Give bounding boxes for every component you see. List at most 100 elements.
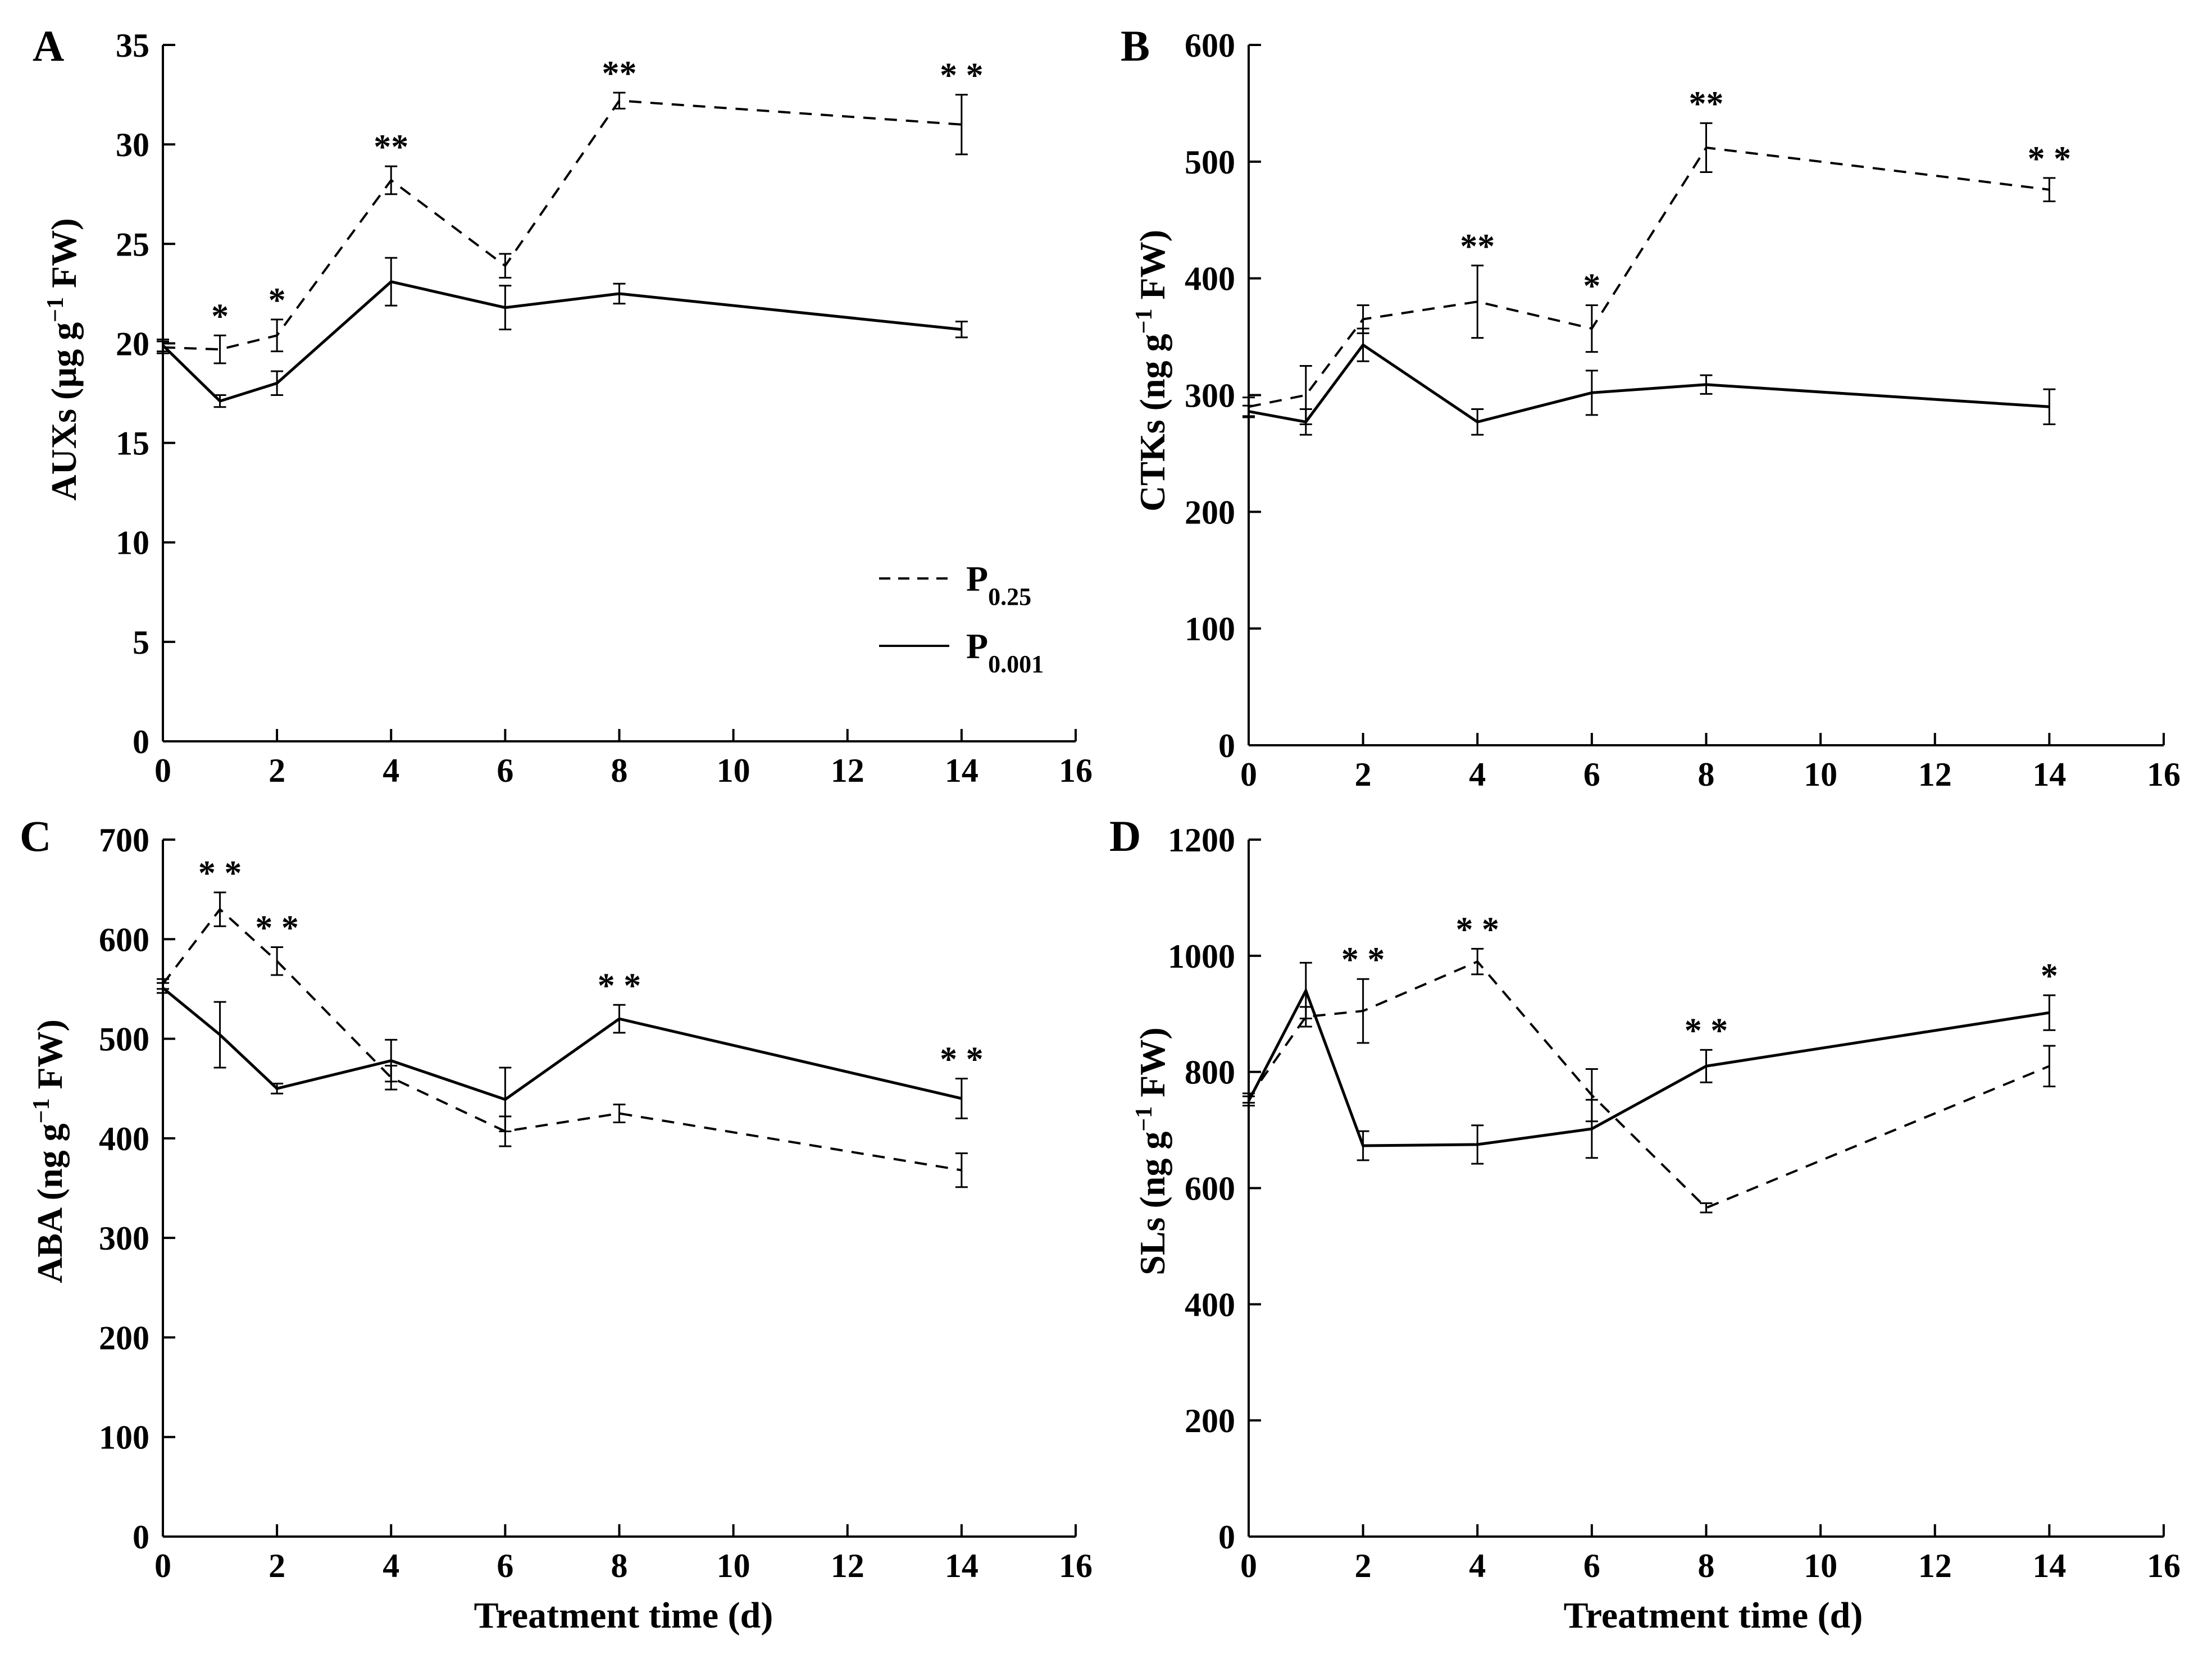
y-axis-label-d: SLs (ng g−1 FW) <box>1131 1027 1172 1275</box>
x-axis-label-c: Treatment time (d) <box>474 1595 773 1636</box>
panel-b: B CTKs (ng g−1 FW) 0 2 4 6 8 10 12 14 16 0 100 200 3… <box>1121 21 2181 793</box>
x-tick-label-b: 10 <box>1804 756 1837 793</box>
y-tick-label-d: 400 <box>1185 1286 1235 1323</box>
x-tick-label-b: 16 <box>2147 756 2181 793</box>
y-tick-label-c: 100 <box>99 1419 149 1456</box>
significance-marker-d: * * <box>1685 1011 1728 1050</box>
y-tick-label-a: 0 <box>133 723 149 760</box>
panel-letter-a: A <box>33 21 64 70</box>
y-tick-label-c: 500 <box>99 1021 149 1058</box>
significance-marker-c: * * <box>598 967 641 1005</box>
y-tick-label-a: 15 <box>116 425 149 462</box>
x-tick-label-a: 16 <box>1059 752 1093 789</box>
y-tick-label-d: 600 <box>1185 1170 1235 1207</box>
y-tick-label-c: 700 <box>99 822 149 859</box>
y-tick-label-d: 1000 <box>1168 938 1235 975</box>
x-tick-label-c: 12 <box>831 1547 864 1584</box>
x-tick-label-b: 12 <box>1918 756 1952 793</box>
x-tick-label-c: 6 <box>497 1547 513 1584</box>
significance-marker-a: * <box>268 281 286 320</box>
x-tick-label-c: 14 <box>945 1547 978 1584</box>
x-tick-label-b: 4 <box>1469 756 1486 793</box>
significance-marker-a: * <box>211 297 229 335</box>
x-tick-label-c: 16 <box>1059 1547 1093 1584</box>
y-axis-label-b: CTKs (ng g−1 FW) <box>1131 230 1172 512</box>
y-axis-label-a: AUXs (µg g−1 FW) <box>43 218 84 500</box>
y-tick-label-d: 1200 <box>1168 822 1235 859</box>
y-tick-label-d: 800 <box>1185 1054 1235 1091</box>
x-tick-label-d: 14 <box>2032 1547 2066 1584</box>
panel-letter-d: D <box>1109 812 1141 860</box>
significance-marker-a: * * <box>940 57 984 95</box>
y-tick-label-c: 600 <box>99 921 149 958</box>
legend: P0.25 P0.001 <box>879 559 1044 678</box>
x-tick-label-c: 10 <box>717 1547 750 1584</box>
x-tick-label-d: 16 <box>2147 1547 2181 1584</box>
x-tick-label-d: 12 <box>1918 1547 1952 1584</box>
y-tick-label-c: 0 <box>133 1519 149 1556</box>
x-tick-label-c: 8 <box>611 1547 628 1584</box>
x-tick-label-c: 2 <box>268 1547 285 1584</box>
x-tick-label-d: 10 <box>1804 1547 1837 1584</box>
x-tick-label-b: 8 <box>1698 756 1715 793</box>
significance-marker-b: ** <box>1460 227 1495 266</box>
legend-label-p0001: P0.001 <box>966 626 1044 678</box>
x-tick-label-d: 2 <box>1355 1547 1372 1584</box>
x-tick-label-c: 0 <box>154 1547 171 1584</box>
panel-d: D SLs (ng g−1 FW) Treatment time (d) 0 2 4… <box>1109 812 2181 1636</box>
significance-marker-d: * <box>2041 957 2058 995</box>
y-tick-label-b: 300 <box>1185 377 1235 414</box>
x-tick-label-a: 0 <box>154 752 171 789</box>
x-tick-label-d: 0 <box>1240 1547 1257 1584</box>
y-tick-label-a: 30 <box>116 126 149 163</box>
x-tick-label-d: 8 <box>1698 1547 1715 1584</box>
significance-marker-c: * * <box>940 1040 984 1078</box>
x-tick-label-a: 10 <box>717 752 750 789</box>
y-tick-label-a: 35 <box>116 27 149 64</box>
significance-marker-c: * * <box>198 854 242 892</box>
panel-a: A AUXs (µg g−1 FW) 0 2 4 6 8 10 12 14 16 0 5 10 15 20… <box>33 21 1093 789</box>
y-tick-label-c: 300 <box>99 1220 149 1257</box>
y-tick-label-a: 10 <box>116 525 149 562</box>
significance-marker-d: * * <box>1456 910 1500 949</box>
x-tick-label-b: 14 <box>2032 756 2066 793</box>
significance-marker-c: * * <box>255 909 299 947</box>
y-tick-label-c: 400 <box>99 1120 149 1157</box>
panel-letter-b: B <box>1121 21 1150 70</box>
y-tick-label-b: 400 <box>1185 261 1235 298</box>
x-tick-label-d: 6 <box>1583 1547 1600 1584</box>
y-tick-label-a: 5 <box>133 624 149 661</box>
significance-marker-b: ** <box>1689 85 1724 123</box>
panel-letter-c: C <box>20 812 51 860</box>
significance-marker-a: ** <box>602 54 637 93</box>
y-tick-label-a: 25 <box>116 226 149 263</box>
x-tick-label-a: 12 <box>831 752 864 789</box>
y-tick-label-c: 200 <box>99 1319 149 1356</box>
x-tick-label-d: 4 <box>1469 1547 1486 1584</box>
y-tick-label-b: 500 <box>1185 144 1235 181</box>
x-tick-label-b: 0 <box>1240 756 1257 793</box>
y-tick-label-d: 0 <box>1218 1519 1235 1556</box>
y-tick-label-b: 100 <box>1185 610 1235 648</box>
panel-c: C ABA (ng g−1 FW) Treatment time (d) 0 2 4… <box>20 812 1093 1636</box>
x-tick-label-c: 4 <box>383 1547 399 1584</box>
y-axis-label-c: ABA (ng g−1 FW) <box>29 1019 70 1283</box>
x-axis-label-d: Treatment time (d) <box>1564 1595 1863 1636</box>
x-tick-label-b: 2 <box>1355 756 1372 793</box>
significance-marker-b: * * <box>2028 140 2072 178</box>
x-tick-label-b: 6 <box>1583 756 1600 793</box>
x-tick-label-a: 6 <box>497 752 513 789</box>
y-tick-label-d: 200 <box>1185 1402 1235 1439</box>
y-tick-label-a: 20 <box>116 325 149 362</box>
x-tick-label-a: 14 <box>945 752 978 789</box>
y-tick-label-b: 0 <box>1218 727 1235 764</box>
significance-marker-b: * <box>1583 267 1600 305</box>
x-tick-label-a: 8 <box>611 752 628 789</box>
significance-marker-d: * * <box>1341 941 1385 979</box>
y-tick-label-b: 600 <box>1185 27 1235 64</box>
legend-label-p025: P0.25 <box>966 559 1031 610</box>
y-tick-label-b: 200 <box>1185 494 1235 531</box>
x-tick-label-a: 4 <box>383 752 399 789</box>
